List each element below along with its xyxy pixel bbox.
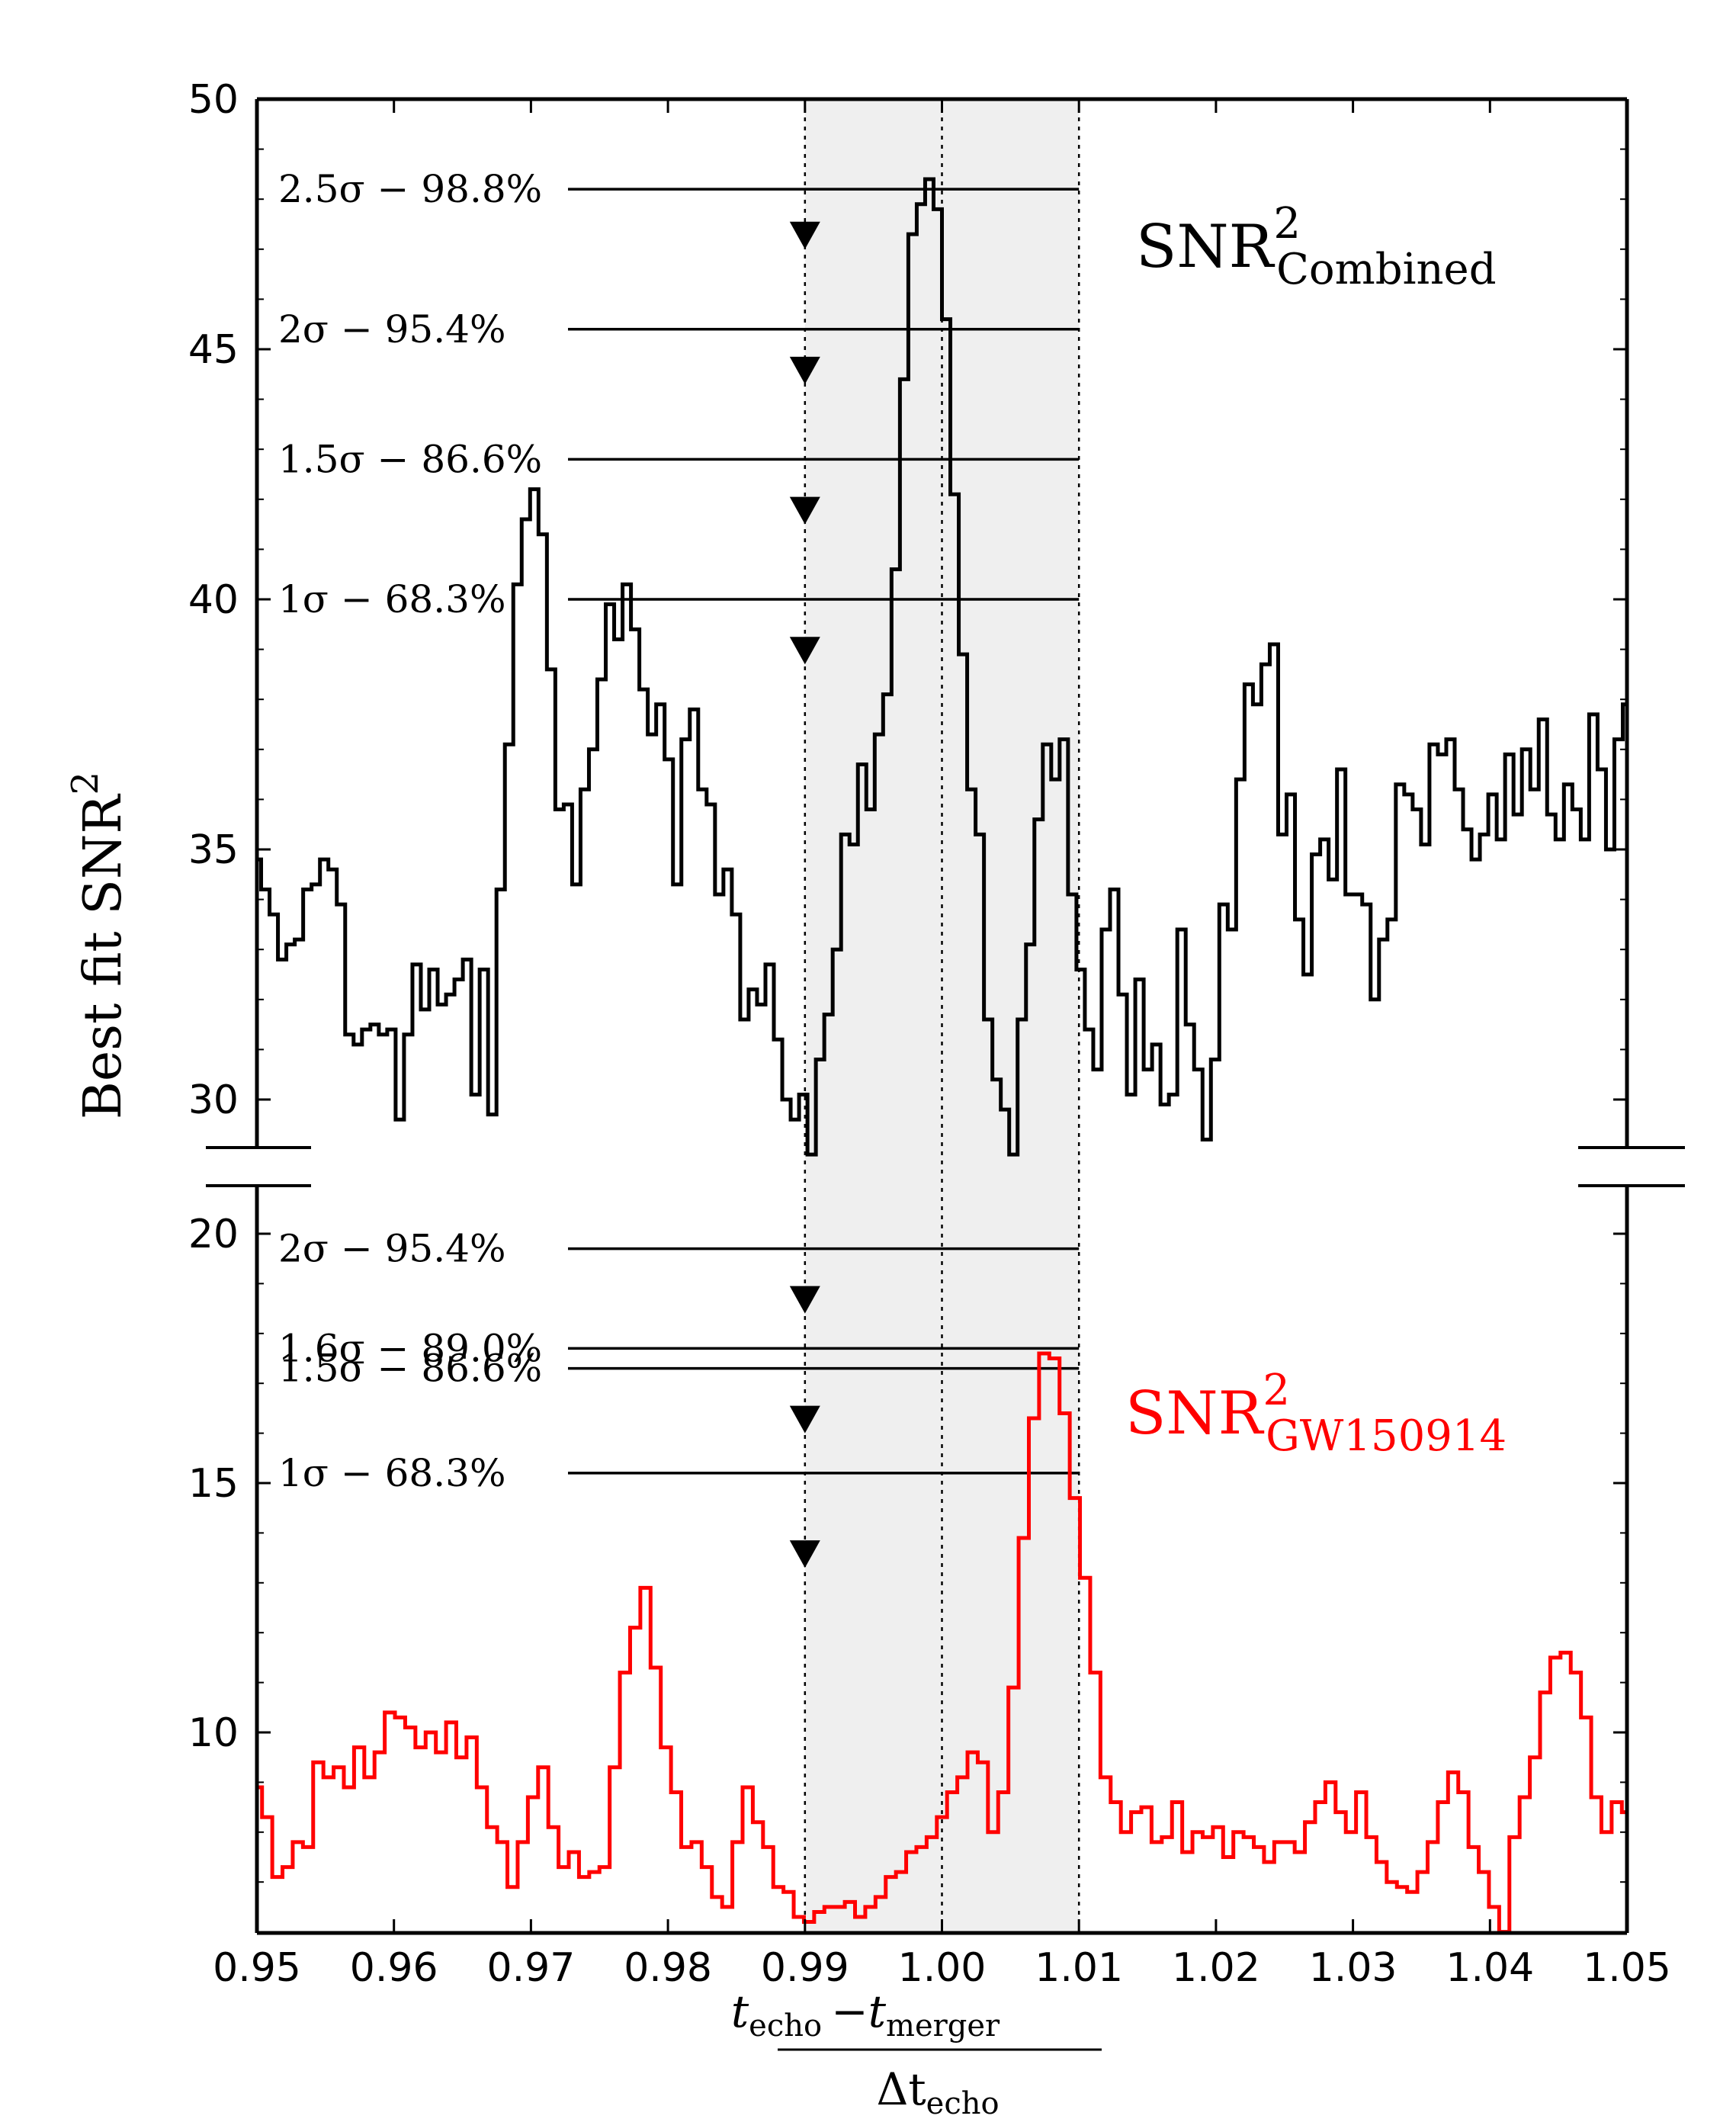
x-axis-label: techo −tmerger Δtecho	[731, 1986, 1102, 2119]
arrows	[789, 221, 820, 1568]
bottom-y-tick-label-2: 20	[188, 1212, 239, 1257]
x-axis-label-numerator: techo −tmerger	[731, 1986, 1000, 2044]
x-tick-label-7: 1.02	[1172, 1945, 1260, 1991]
x-tick-label-1: 0.96	[350, 1945, 438, 1991]
top-threshold-label-2: 1.5σ − 86.6%	[278, 437, 542, 481]
top-threshold-label-3: 1σ − 68.3%	[278, 577, 505, 621]
x-tick-label-8: 1.03	[1309, 1945, 1397, 1991]
top-y-tick-label-4: 50	[188, 77, 239, 123]
top-y-tick-label-0: 30	[188, 1077, 239, 1123]
x-tick-label-6: 1.01	[1035, 1945, 1123, 1991]
x-tick-label-0: 0.95	[213, 1945, 301, 1991]
series	[257, 177, 1627, 1934]
top-series-label: SNR2 Combined	[1136, 199, 1497, 294]
top-arrow-3	[789, 637, 820, 665]
bottom-threshold-label-1: 1.6σ − 89.0%	[278, 1326, 542, 1370]
ticks: 0.95 0.96 0.97 0.98 0.99 1.00 1.01 1.02 1.03 1.04…	[188, 77, 1671, 1991]
series-labels: SNR2 Combined SNR2 GW150914	[1125, 199, 1507, 1461]
bottom-arrow-2	[789, 1540, 820, 1568]
top-y-tick-label-1: 35	[188, 827, 239, 873]
top-y-tick-label-3: 45	[188, 327, 239, 373]
bottom-threshold-label-3: 1σ − 68.3%	[278, 1451, 505, 1495]
x-tick-label-5: 1.00	[898, 1945, 987, 1991]
y-axis-label: Best fit SNR2	[64, 772, 133, 1119]
top-threshold-label-0: 2.5σ − 98.8%	[278, 167, 542, 211]
top-arrow-1	[789, 356, 820, 384]
bottom-y-tick-label-0: 10	[188, 1710, 239, 1756]
x-tick-label-2: 0.97	[487, 1945, 576, 1991]
top-arrow-0	[789, 221, 820, 249]
x-tick-label-9: 1.04	[1446, 1945, 1534, 1991]
bottom-series-label: SNR2 GW150914	[1125, 1366, 1507, 1461]
bottom-series-line	[257, 1351, 1627, 1934]
top-threshold-label-1: 2σ − 95.4%	[278, 307, 505, 352]
dotted-lines	[804, 99, 1080, 1933]
threshold-lines: 2.5σ − 98.8% 2σ − 95.4% 1.5σ − 86.6% 1σ − 6…	[278, 167, 1080, 1495]
top-series-line	[257, 177, 1627, 1157]
x-tick-label-3: 0.98	[624, 1945, 712, 1991]
x-tick-label-10: 1.05	[1583, 1945, 1671, 1991]
bottom-threshold-label-2: 1.5σ − 86.6%	[278, 1347, 542, 1391]
top-y-tick-label-2: 40	[188, 577, 239, 623]
bottom-threshold-label-0: 2σ − 95.4%	[278, 1227, 505, 1271]
bottom-y-tick-label-1: 15	[188, 1461, 239, 1507]
bottom-arrow-1	[789, 1405, 820, 1434]
x-axis-label-denominator: Δtecho	[876, 2063, 999, 2119]
x-tick-label-4: 0.99	[761, 1945, 849, 1991]
top-arrow-2	[789, 496, 820, 525]
bottom-arrow-0	[789, 1286, 820, 1314]
